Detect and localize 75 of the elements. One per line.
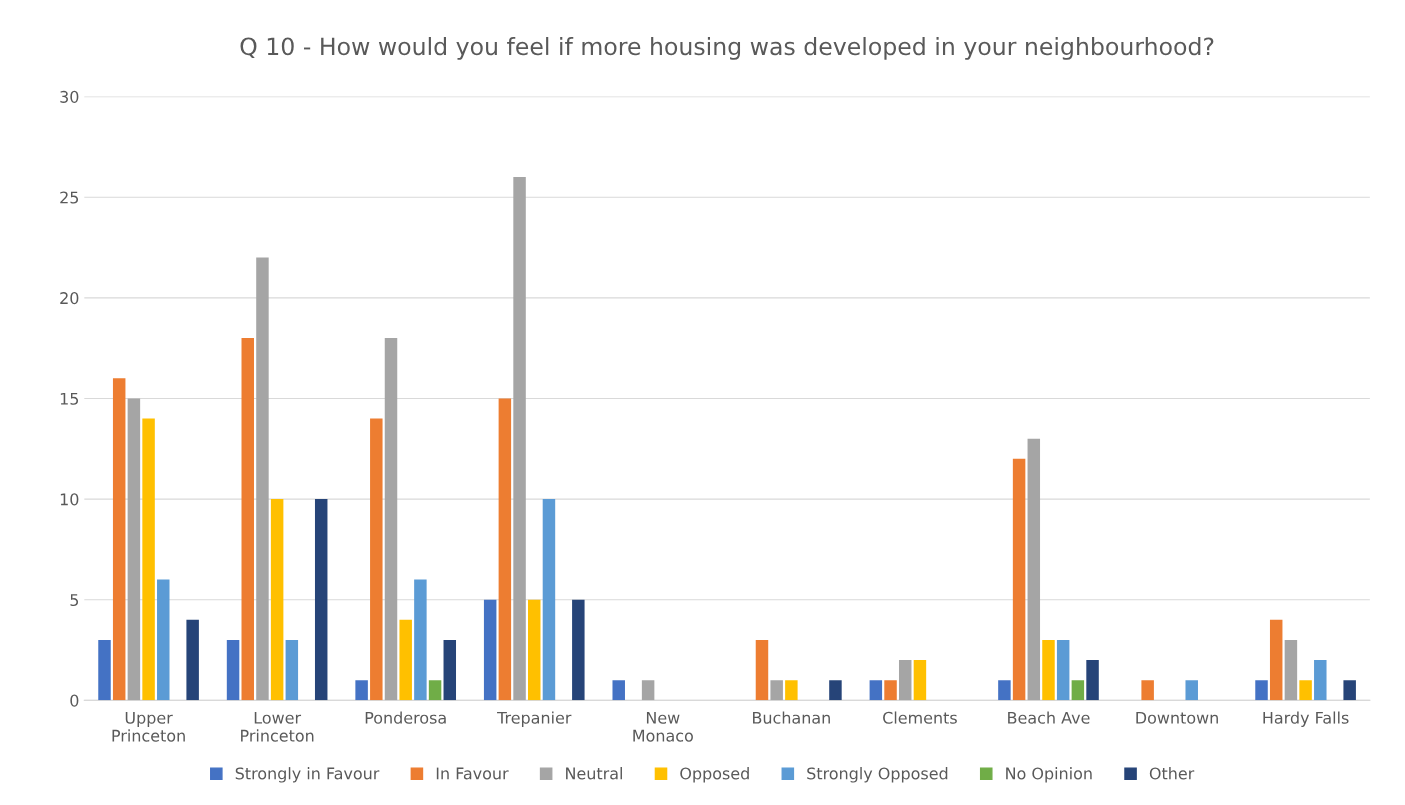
x-tick-label: Hardy Falls	[1263, 711, 1349, 727]
y-tick-label: 10	[60, 493, 79, 506]
bar	[542, 499, 556, 701]
bar	[998, 680, 1011, 701]
bar	[285, 639, 299, 701]
bar	[829, 680, 842, 701]
bar	[186, 619, 199, 701]
x-tick-label: Downtown	[1136, 711, 1218, 724]
x-tick-label: Upper Princeton	[112, 711, 185, 742]
bar	[270, 499, 284, 701]
bar	[142, 418, 155, 701]
bar	[785, 680, 798, 701]
y-tick-label: 15	[60, 392, 79, 405]
bar	[384, 338, 398, 701]
bar	[572, 599, 585, 701]
x-tick-label: Ponderosa	[365, 711, 446, 724]
y-tick-label: 25	[60, 191, 79, 204]
bar	[528, 599, 541, 701]
bar	[770, 680, 783, 701]
bar	[1086, 660, 1099, 701]
bar	[1056, 639, 1070, 701]
legend-label: Opposed	[680, 767, 749, 783]
bar	[1314, 660, 1327, 701]
x-tick-label: Clements	[883, 711, 957, 724]
bar	[112, 378, 126, 701]
bar	[428, 680, 442, 701]
bar	[314, 499, 328, 701]
y-tick-label: 30	[60, 90, 79, 103]
bar	[241, 338, 254, 701]
legend-label: Strongly Opposed	[807, 767, 948, 783]
legend-label: Strongly in Favour	[235, 767, 380, 783]
bar	[1027, 438, 1041, 701]
y-tick-label: 5	[70, 594, 79, 607]
bar	[98, 639, 111, 701]
bar	[1141, 680, 1154, 701]
bar	[1299, 680, 1312, 701]
bar	[483, 599, 497, 701]
bar	[157, 579, 170, 701]
bar	[1042, 639, 1055, 701]
x-tick-label: Beach Ave	[1008, 711, 1090, 724]
bar	[1185, 680, 1198, 701]
bar	[226, 639, 240, 701]
y-tick-label: 20	[60, 292, 79, 305]
bar	[612, 680, 625, 701]
x-tick-label: New Monaco	[633, 711, 693, 742]
bar	[1012, 458, 1026, 701]
bar	[1255, 680, 1268, 701]
legend-label: Other	[1149, 767, 1195, 780]
bar	[755, 639, 769, 701]
bar	[355, 680, 368, 701]
bar	[513, 177, 526, 701]
bar	[399, 619, 412, 701]
bar	[1284, 639, 1298, 701]
x-tick-label: Trepanier	[497, 711, 572, 727]
bar	[913, 660, 927, 701]
legend-label: In Favour	[436, 767, 509, 780]
bar	[370, 418, 383, 701]
bar	[1269, 619, 1283, 701]
bar	[414, 579, 427, 701]
bar	[641, 680, 655, 701]
x-tick-label: Lower Princeton	[241, 711, 314, 742]
x-tick-label: Buchanan	[753, 711, 830, 724]
bar	[1071, 680, 1085, 701]
bar	[869, 680, 883, 701]
bar	[1343, 680, 1356, 701]
bar	[884, 680, 897, 701]
chart-title: Q 10 - How would you feel if more housing was developed in your neighbourhood?	[240, 36, 1214, 60]
bar	[898, 660, 912, 701]
bar	[256, 257, 269, 701]
legend-label: No Opinion	[1006, 767, 1092, 783]
legend-label: Neutral	[566, 767, 622, 780]
bar	[443, 639, 457, 701]
y-tick-label: 0	[70, 694, 79, 707]
bar	[498, 398, 512, 701]
bar	[127, 398, 141, 701]
